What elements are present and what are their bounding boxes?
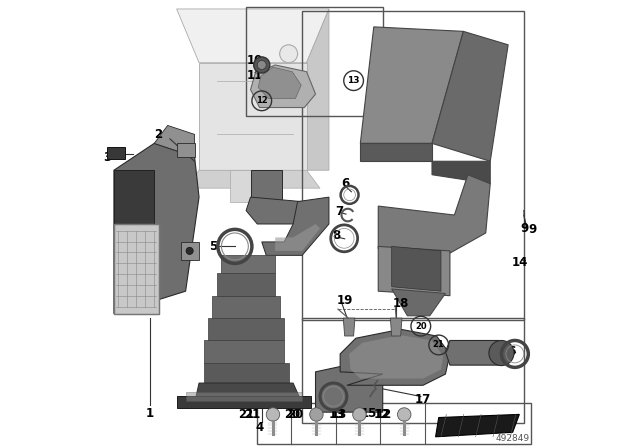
Polygon shape: [204, 340, 284, 363]
Text: 15: 15: [360, 406, 377, 420]
Text: 10: 10: [247, 54, 263, 67]
Bar: [257, 403, 531, 444]
Circle shape: [353, 408, 366, 421]
Circle shape: [280, 45, 298, 63]
Text: 13: 13: [348, 76, 360, 85]
Polygon shape: [221, 255, 275, 273]
Polygon shape: [246, 197, 302, 224]
Polygon shape: [349, 335, 443, 379]
Circle shape: [253, 57, 270, 73]
Text: 5: 5: [209, 240, 218, 253]
Text: 8: 8: [333, 229, 340, 242]
Circle shape: [257, 60, 266, 69]
Circle shape: [397, 408, 411, 421]
Polygon shape: [114, 224, 159, 314]
Text: 13: 13: [331, 408, 347, 421]
Polygon shape: [392, 289, 445, 316]
Text: 12: 12: [376, 408, 392, 421]
Text: 14: 14: [512, 255, 529, 269]
Polygon shape: [432, 31, 508, 161]
Polygon shape: [114, 143, 199, 314]
Polygon shape: [177, 9, 329, 63]
Text: 18: 18: [393, 297, 410, 310]
Text: 4: 4: [255, 421, 263, 435]
Polygon shape: [360, 27, 463, 143]
Text: 492849: 492849: [495, 434, 530, 443]
Text: 9: 9: [529, 223, 537, 236]
Polygon shape: [251, 170, 282, 202]
Polygon shape: [378, 246, 450, 296]
Text: 17: 17: [415, 393, 431, 406]
Polygon shape: [217, 273, 275, 296]
Polygon shape: [204, 363, 289, 385]
Polygon shape: [199, 63, 307, 170]
Polygon shape: [343, 318, 355, 336]
Text: 21: 21: [244, 408, 260, 421]
Polygon shape: [360, 143, 432, 161]
Circle shape: [186, 247, 193, 254]
Text: 20: 20: [287, 408, 304, 421]
Text: 21: 21: [238, 408, 255, 421]
Text: 12: 12: [256, 96, 268, 105]
Text: 1: 1: [145, 406, 154, 420]
Text: 9: 9: [520, 222, 529, 235]
Text: 21: 21: [433, 340, 445, 349]
Polygon shape: [195, 383, 302, 403]
Bar: [246, 7, 383, 116]
Circle shape: [489, 340, 514, 366]
Text: 19: 19: [337, 293, 353, 307]
Text: 20: 20: [285, 408, 301, 421]
Text: 6: 6: [341, 177, 349, 190]
Polygon shape: [177, 143, 195, 157]
Text: 20: 20: [415, 322, 427, 331]
Text: 16: 16: [500, 345, 517, 358]
Text: 12: 12: [373, 408, 389, 421]
Bar: [302, 11, 524, 320]
Polygon shape: [262, 197, 329, 255]
Polygon shape: [212, 296, 280, 318]
Polygon shape: [208, 318, 284, 340]
Polygon shape: [251, 65, 316, 108]
Polygon shape: [316, 365, 383, 412]
Polygon shape: [258, 67, 301, 99]
Polygon shape: [432, 161, 490, 184]
Polygon shape: [108, 147, 125, 159]
Polygon shape: [445, 340, 504, 365]
Polygon shape: [307, 9, 329, 170]
Text: 7: 7: [335, 205, 343, 219]
Polygon shape: [392, 246, 441, 291]
Polygon shape: [275, 224, 320, 251]
Circle shape: [266, 408, 280, 421]
Polygon shape: [186, 170, 320, 188]
Bar: [302, 318, 524, 423]
Polygon shape: [436, 414, 520, 437]
Text: 3: 3: [103, 151, 111, 164]
Text: 13: 13: [329, 408, 345, 421]
Polygon shape: [114, 170, 154, 314]
Polygon shape: [390, 318, 402, 336]
Text: 11: 11: [247, 69, 263, 82]
Text: 2: 2: [154, 128, 163, 141]
Polygon shape: [177, 396, 311, 408]
Polygon shape: [378, 175, 490, 253]
Polygon shape: [181, 242, 199, 260]
Polygon shape: [230, 170, 275, 202]
Polygon shape: [340, 329, 450, 385]
Polygon shape: [154, 125, 195, 157]
Circle shape: [310, 408, 323, 421]
Polygon shape: [186, 392, 302, 401]
